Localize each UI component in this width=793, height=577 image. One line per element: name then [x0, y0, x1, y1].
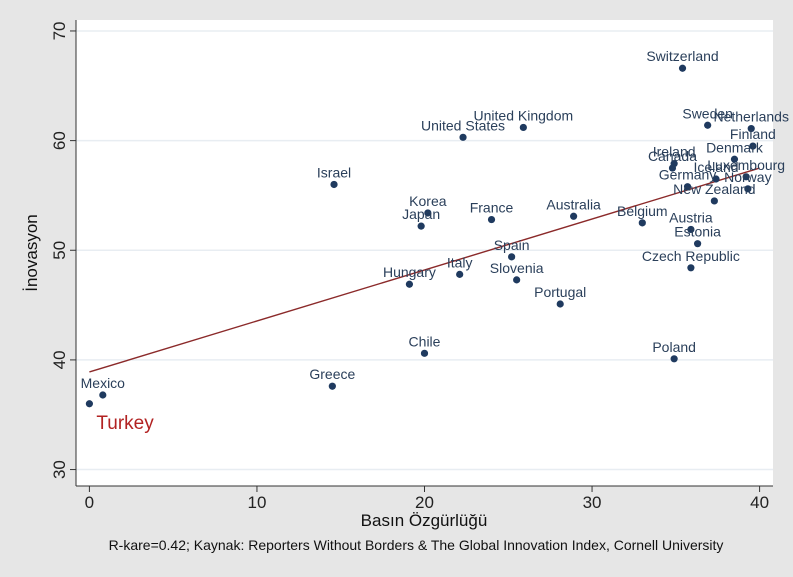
point-label-8: United States: [421, 117, 505, 133]
x-tick-label-30: 30: [583, 493, 602, 512]
data-point-31: [744, 185, 752, 193]
point-label-21: Ireland: [653, 144, 696, 160]
point-label-17: Switzerland: [646, 48, 718, 64]
data-point-27: [749, 142, 757, 150]
point-label-3: Israel: [317, 164, 351, 180]
point-label-29: Iceland: [693, 159, 738, 175]
data-point-25: [704, 121, 712, 129]
y-tick-label-30: 30: [50, 460, 69, 479]
data-point-5: [417, 222, 425, 230]
data-point-22: [668, 164, 677, 172]
point-label-22: Canada: [648, 148, 697, 164]
highlight-point: [85, 400, 94, 408]
data-point-20: [687, 264, 695, 272]
data-point-17: [678, 64, 687, 72]
point-label-24: New Zealand: [673, 181, 756, 197]
data-point-7: [456, 270, 464, 278]
point-label-20: Czech Republic: [642, 248, 740, 264]
x-axis-title: Basın Özgürlüğü: [361, 511, 488, 530]
data-point-1: [328, 382, 336, 390]
point-label-31: Norway: [724, 169, 771, 185]
data-point-2: [420, 349, 429, 357]
plot-area: [76, 20, 773, 486]
data-points: [85, 64, 757, 408]
data-point-29: [712, 175, 720, 183]
data-point-3: [330, 180, 338, 189]
point-label-30: Luxembourg: [707, 157, 785, 173]
data-point-9: [519, 123, 527, 132]
point-label-26: Netherlands: [713, 109, 789, 125]
y-tick-label-70: 70: [50, 22, 69, 41]
point-label-18: Austria: [669, 209, 713, 225]
x-tick-label-20: 20: [415, 493, 434, 512]
point-label-14: Australia: [546, 196, 601, 212]
grid-lines: [76, 30, 773, 471]
data-point-10: [487, 215, 496, 224]
data-point-14: [570, 212, 578, 220]
point-label-7: Italy: [447, 254, 473, 270]
data-point-16: [670, 355, 678, 363]
x-tick-label-10: 10: [247, 493, 266, 512]
data-point-23: [683, 183, 692, 191]
data-point-13: [556, 300, 564, 308]
data-point-28: [730, 155, 739, 163]
point-label-5: Japan: [402, 206, 440, 222]
x-tick-label-0: 0: [85, 493, 94, 512]
point-label-15: Belgium: [617, 203, 668, 219]
data-point-12: [513, 276, 521, 284]
point-label-28: Denmark: [706, 139, 764, 155]
trendline: [89, 167, 760, 373]
data-point-26: [747, 124, 755, 133]
data-point-8: [459, 133, 467, 141]
highlight-label: Turkey: [96, 413, 154, 434]
data-point-18: [687, 225, 695, 234]
point-label-1: Greece: [309, 366, 355, 382]
data-point-0: [99, 391, 107, 399]
point-label-11: Spain: [494, 237, 530, 253]
y-tick-label-60: 60: [50, 131, 69, 150]
data-point-30: [742, 173, 750, 181]
data-point-6: [405, 280, 414, 288]
point-label-23: Germany: [659, 167, 717, 183]
point-label-10: France: [470, 200, 514, 216]
data-point-11: [508, 253, 516, 261]
point-label-25: Sweden: [682, 105, 733, 121]
trendline-layer: [89, 167, 760, 373]
data-point-15: [638, 219, 646, 227]
point-label-6: Hungary: [383, 264, 436, 280]
data-point-19: [694, 240, 702, 248]
axes: 30 40 50 60 70 0 10 20 30 40: [50, 20, 773, 512]
point-label-4: Korea: [409, 193, 447, 209]
data-point-4: [424, 209, 432, 217]
point-label-27: Finland: [730, 126, 776, 142]
y-tick-label-40: 40: [50, 350, 69, 369]
point-label-19: Estonia: [674, 224, 721, 240]
y-axis-title: İnovasyon: [22, 214, 41, 292]
point-label-12: Slovenia: [490, 260, 544, 276]
point-label-2: Chile: [409, 333, 441, 349]
data-point-24: [710, 197, 718, 205]
x-tick-label-40: 40: [750, 493, 769, 512]
chart-caption: R-kare=0.42; Kaynak: Reporters Without B…: [109, 537, 724, 553]
point-label-16: Poland: [652, 339, 696, 355]
y-tick-label-50: 50: [50, 241, 69, 260]
point-label-9: United Kingdom: [474, 107, 574, 123]
point-label-13: Portugal: [534, 284, 586, 300]
point-label-0: Mexico: [81, 375, 126, 391]
